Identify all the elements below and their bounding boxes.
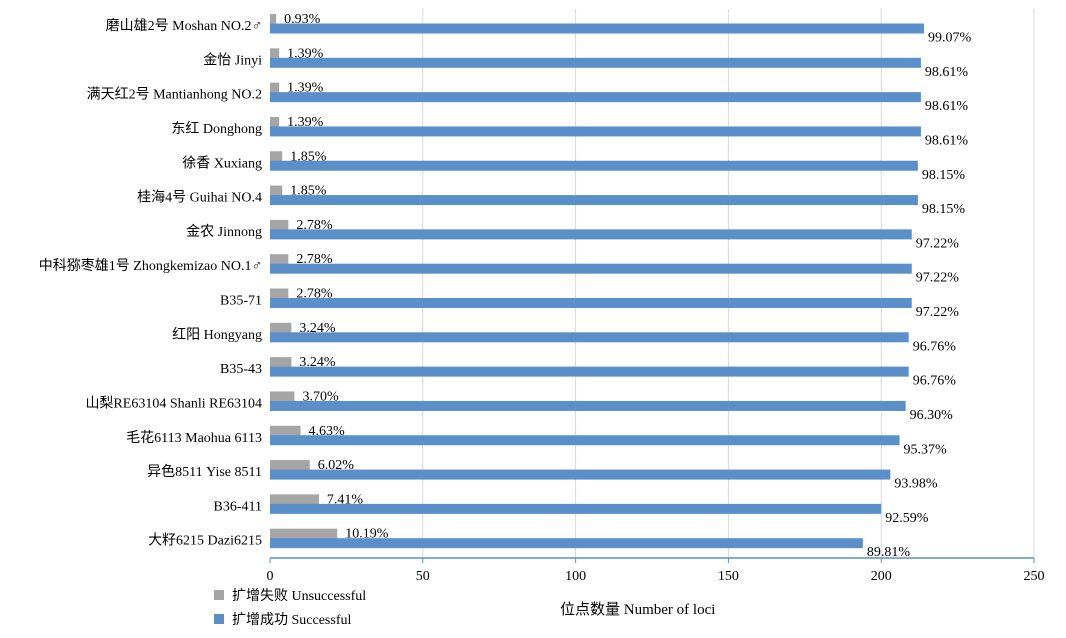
- x-tick-label: 100: [565, 569, 586, 584]
- bar-unsuccessful: [270, 391, 295, 402]
- data-labels: 0.93% 99.07% 1.39% 98.61% 1.39% 98.61% 1.39% 98…: [284, 12, 971, 560]
- bar-successful: [270, 538, 863, 549]
- bar-unsuccessful: [270, 357, 292, 368]
- category-labels: 磨山雄2号 Moshan NO.2♂ 金怡 Jinyi 满天红2号 Mantianh…: [39, 18, 262, 549]
- data-label-unsuccessful: 0.93%: [284, 12, 321, 27]
- data-label-unsuccessful: 3.70%: [302, 389, 339, 404]
- data-label-successful: 98.61%: [925, 133, 969, 148]
- bar-unsuccessful: [270, 48, 280, 59]
- bar-unsuccessful: [270, 14, 277, 24]
- legend-swatch-successful: [214, 614, 224, 624]
- bar-unsuccessful: [270, 494, 319, 505]
- data-label-successful: 98.15%: [922, 168, 966, 183]
- x-tick-label: 200: [871, 569, 892, 584]
- legend-item-successful: 扩增成功 Successful: [214, 608, 366, 630]
- bar-unsuccessful: [270, 425, 301, 436]
- data-label-successful: 93.98%: [894, 477, 938, 492]
- data-label-unsuccessful: 7.41%: [327, 492, 364, 507]
- bar-successful: [270, 503, 882, 514]
- category-label: 金农 Jinnong: [186, 224, 262, 240]
- category-label: 中科猕枣雄1号 Zhongkemizao NO.1♂: [39, 258, 262, 274]
- legend-swatch-unsuccessful: [214, 590, 224, 600]
- category-label: 桂海4号 Guihai NO.4: [137, 190, 262, 206]
- bar-successful: [270, 229, 912, 240]
- data-label-unsuccessful: 1.39%: [287, 46, 324, 61]
- bars: [270, 14, 924, 549]
- bar-successful: [270, 298, 912, 308]
- bar-unsuccessful: [270, 460, 310, 471]
- category-label: 大籽6215 Dazi6215: [148, 533, 262, 549]
- x-tick-label: 250: [1024, 569, 1045, 584]
- data-label-successful: 98.61%: [925, 65, 969, 80]
- bar-unsuccessful: [270, 322, 292, 333]
- category-label: 磨山雄2号 Moshan NO.2♂: [106, 18, 262, 34]
- data-label-successful: 89.81%: [867, 545, 911, 560]
- data-label-unsuccessful: 1.39%: [287, 81, 324, 96]
- bar-successful: [270, 57, 921, 68]
- data-label-successful: 97.22%: [916, 236, 960, 251]
- category-label: 东红 Donghong: [171, 121, 262, 137]
- category-label: 山梨RE63104 Shanli RE63104: [85, 395, 262, 411]
- data-label-unsuccessful: 10.19%: [345, 527, 389, 542]
- bar-unsuccessful: [270, 528, 338, 539]
- category-label: B35-43: [220, 362, 262, 377]
- x-axis: 0 50 100 150 200 250: [267, 557, 1045, 584]
- bar-successful: [270, 469, 891, 480]
- category-label: 金怡 Jinyi: [203, 52, 262, 68]
- bar-successful: [270, 400, 906, 411]
- category-label: B36-411: [214, 499, 262, 514]
- category-label: B35-71: [220, 294, 262, 309]
- data-label-successful: 95.37%: [904, 442, 948, 457]
- data-label-successful: 92.59%: [885, 511, 929, 526]
- data-label-successful: 96.76%: [913, 374, 957, 389]
- bar-successful: [270, 92, 921, 103]
- data-label-successful: 97.22%: [916, 305, 960, 320]
- data-label-unsuccessful: 2.78%: [296, 252, 333, 267]
- bar-unsuccessful: [270, 254, 289, 265]
- data-label-successful: 96.76%: [913, 339, 957, 354]
- bar-successful: [270, 195, 918, 206]
- data-label-successful: 98.15%: [922, 202, 966, 217]
- data-label-unsuccessful: 2.78%: [296, 287, 333, 302]
- bar-successful: [270, 366, 909, 377]
- legend-item-unsuccessful: 扩增失败 Unsuccessful: [214, 584, 366, 606]
- category-label: 毛花6113 Maohua 6113: [126, 430, 262, 446]
- legend-label-unsuccessful: 扩增失败 Unsuccessful: [232, 589, 367, 604]
- data-label-successful: 99.07%: [928, 31, 972, 46]
- bar-successful: [270, 126, 921, 137]
- bar-successful: [270, 332, 909, 343]
- bar-unsuccessful: [270, 219, 289, 230]
- bar-successful: [270, 160, 918, 171]
- data-label-unsuccessful: 1.85%: [290, 149, 327, 164]
- bar-successful: [270, 263, 912, 274]
- bar-successful: [270, 435, 900, 446]
- bar-unsuccessful: [270, 151, 283, 162]
- category-label: 红阳 Hongyang: [172, 327, 262, 343]
- x-axis-title: 位点数量 Number of loci: [560, 602, 716, 618]
- x-tick-label: 150: [718, 569, 739, 584]
- legend-label-successful: 扩增成功 Successful: [232, 613, 352, 628]
- bar-unsuccessful: [270, 288, 289, 299]
- data-label-unsuccessful: 3.24%: [299, 321, 336, 336]
- data-label-successful: 98.61%: [925, 99, 969, 114]
- bar-unsuccessful: [270, 185, 283, 196]
- bar-unsuccessful: [270, 116, 280, 127]
- x-tick-label: 0: [267, 569, 274, 584]
- data-label-unsuccessful: 6.02%: [318, 458, 355, 473]
- category-label: 异色8511 Yise 8511: [147, 463, 262, 480]
- data-label-successful: 97.22%: [916, 271, 960, 286]
- bar-unsuccessful: [270, 82, 280, 93]
- category-label: 徐香 Xuxiang: [182, 155, 262, 171]
- bar-successful: [270, 23, 924, 34]
- data-label-successful: 96.30%: [910, 408, 954, 423]
- data-label-unsuccessful: 1.85%: [290, 184, 327, 199]
- legend: 扩增失败 Unsuccessful 扩增成功 Successful: [214, 584, 366, 632]
- data-label-unsuccessful: 2.78%: [296, 218, 333, 233]
- category-label: 满天红2号 Mantianhong NO.2: [87, 87, 262, 103]
- data-label-unsuccessful: 3.24%: [299, 355, 336, 370]
- data-label-unsuccessful: 1.39%: [287, 115, 324, 130]
- data-label-unsuccessful: 4.63%: [309, 424, 346, 439]
- x-tick-label: 50: [416, 569, 430, 584]
